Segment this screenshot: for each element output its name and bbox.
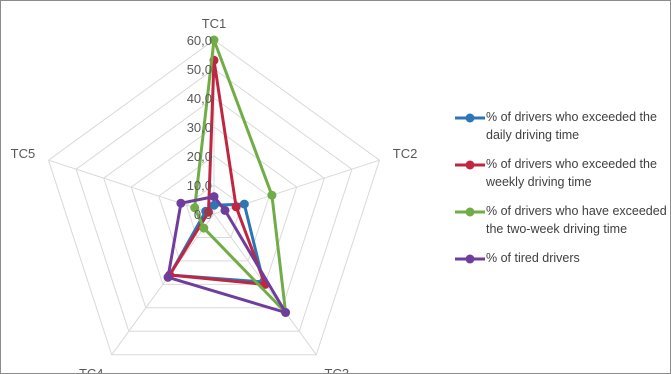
- radial-tick-labels: 0,0 10,0 20,0 30,0 40,0 50,0 60,0: [187, 33, 212, 222]
- series-4-point-5: [176, 198, 186, 208]
- series-2-line: [168, 58, 267, 286]
- grid-ring-5: [75, 68, 353, 332]
- series-4-point-2: [220, 205, 230, 215]
- legend-label-1: % of drivers who exceeded the daily driv…: [486, 110, 657, 142]
- legend-item-1: % of drivers who exceeded the daily driv…: [453, 109, 668, 144]
- grid-ring-2: [158, 155, 270, 262]
- grid-spoke-5: [48, 159, 215, 215]
- series-3-line: [193, 38, 288, 314]
- series-2-point-2: [231, 202, 241, 212]
- category-label-tc3: TC3: [325, 366, 350, 373]
- category-label-tc2: TC2: [393, 146, 418, 161]
- legend-dot-4: [465, 254, 475, 264]
- legend-label-2: % of drivers who exceeded the weekly dri…: [486, 157, 657, 189]
- series-3-point-5: [190, 203, 200, 213]
- grid-ring-4: [103, 97, 325, 309]
- tick-label-3: 30,0: [187, 120, 212, 135]
- grid-ring-6: [47, 39, 381, 356]
- series-4-point-3: [281, 308, 291, 317]
- legend: % of drivers who exceeded the daily driv…: [453, 109, 668, 280]
- legend-item-4: % of tired drivers: [453, 250, 668, 268]
- tick-label-0: 0,0: [194, 207, 212, 222]
- legend-item-3: % of drivers who have exceeded the two-w…: [453, 203, 668, 238]
- legend-dot-2: [465, 160, 475, 170]
- legend-label-3: % of drivers who have exceeded the two-w…: [486, 204, 667, 236]
- category-label-tc5: TC5: [11, 146, 36, 161]
- series-1-point-2: [239, 199, 249, 209]
- category-labels: TC1 TC2 TC3 TC4 TC5: [11, 16, 418, 373]
- tick-label-4: 40,0: [187, 91, 212, 106]
- tick-label-6: 60,0: [187, 33, 212, 48]
- tick-label-5: 50,0: [187, 62, 212, 77]
- series-3-point-4: [199, 223, 209, 233]
- radar-series-group: [163, 35, 291, 317]
- series-3-point-1: [209, 35, 219, 45]
- tick-label-2: 20,0: [187, 149, 212, 164]
- legend-marker-3: [455, 207, 485, 217]
- legend-label-4: % of tired drivers: [486, 251, 580, 265]
- legend-marker-4: [455, 254, 485, 264]
- series-3-point-2: [267, 190, 277, 200]
- tick-label-1: 10,0: [187, 178, 212, 193]
- series-4-point-1: [209, 192, 219, 202]
- legend-dot-1: [465, 113, 475, 123]
- legend-marker-2: [455, 160, 485, 170]
- radar-chart: 0,0 10,0 20,0 30,0 40,0 50,0 60,0 TC1 TC2 TC3 TC4…: [11, 16, 418, 373]
- grid-spoke-4: [111, 213, 215, 356]
- legend-marker-1: [455, 113, 485, 123]
- category-label-tc1: TC1: [202, 16, 227, 31]
- grid-ring-3: [130, 126, 298, 285]
- series-2-point-5: [204, 207, 213, 217]
- category-label-tc4: TC4: [79, 366, 104, 373]
- legend-item-2: % of drivers who exceeded the weekly dri…: [453, 156, 668, 191]
- legend-dot-3: [465, 207, 475, 217]
- series-4-point-4: [163, 272, 173, 282]
- series-1-point-1: [209, 200, 219, 210]
